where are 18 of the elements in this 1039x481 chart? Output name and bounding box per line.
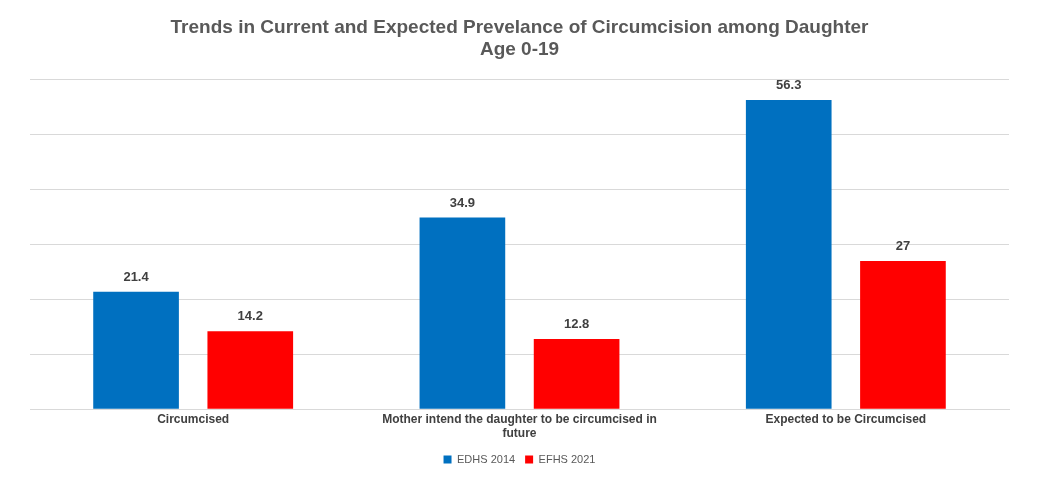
data-label: 34.9 [449, 194, 476, 210]
x-tick-label: Mother intend the daughter to be circumcised in future [382, 411, 657, 441]
chart-title: Trends in Current and Expected Prevelance of Circumcision among Daughter Age 0-19 [170, 15, 870, 60]
bar [533, 338, 620, 409]
data-label: 56.3 [776, 77, 802, 92]
bar [860, 260, 946, 409]
data-label: 14.2 [237, 308, 263, 324]
bar [419, 217, 506, 409]
bar [207, 331, 294, 409]
data-label: 12.8 [563, 315, 590, 331]
bar [93, 291, 179, 409]
legend-label: EDHS 2014 [457, 452, 516, 465]
data-label: 27 [895, 237, 911, 253]
x-tick-label: Expected to be Circumcised [765, 411, 927, 426]
bar [745, 99, 832, 409]
x-tick-label: Circumcised [157, 411, 230, 426]
legend-label: EFHS 2021 [538, 452, 596, 465]
data-label: 21.4 [123, 268, 150, 284]
